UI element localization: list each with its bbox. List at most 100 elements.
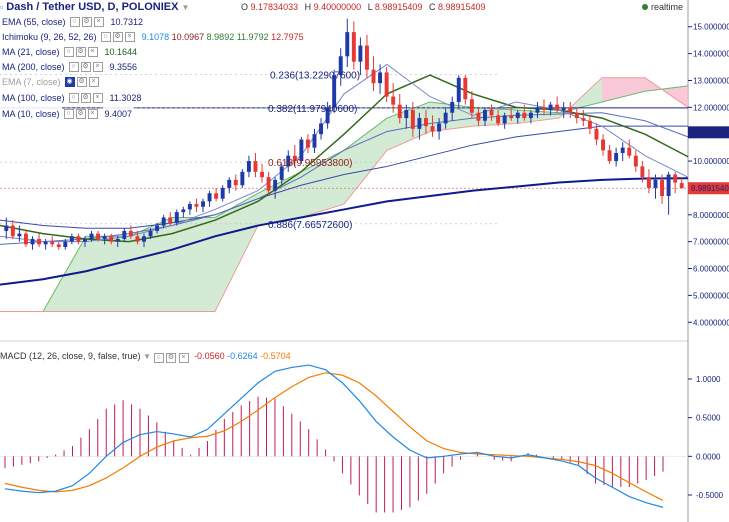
ichimoku-cloud-segment xyxy=(86,236,129,312)
candle-body xyxy=(430,126,435,132)
indicator-row-ma100[interactable]: MA (100, close) ○ ⚙ × 11.3028 xyxy=(0,91,144,105)
dropdown-icon[interactable]: ▼ xyxy=(143,352,151,361)
candle-body xyxy=(286,155,291,167)
candle-body xyxy=(607,150,612,162)
settings-icon[interactable]: ⚙ xyxy=(166,353,177,363)
candle-body xyxy=(4,225,9,231)
eye-icon[interactable]: ○ xyxy=(63,47,74,57)
indicator-row-ichimoku[interactable]: Ichimoku (9, 26, 52, 26) ○ ⚙ × 9.1078 10.0… xyxy=(0,30,306,44)
candle-body xyxy=(155,225,160,231)
eye-icon[interactable]: ○ xyxy=(63,109,74,119)
macd-legend[interactable]: MACD (12, 26, close, 9, false, true) ▼ ○… xyxy=(0,349,291,364)
indicator-row-ema7[interactable]: EMA (7, close) ◉ ⚙ × xyxy=(0,75,99,89)
price-tick-label: 15.0000000 xyxy=(693,23,729,32)
eye-icon[interactable]: ○ xyxy=(100,32,111,42)
eye-off-icon[interactable]: ◉ xyxy=(64,77,75,87)
price-tick-label: 12.0000000 xyxy=(693,103,729,112)
candle-body xyxy=(627,147,632,156)
indicator-name: MA (200, close) xyxy=(0,60,67,74)
settings-icon[interactable]: ⚙ xyxy=(81,17,92,27)
candle-body xyxy=(476,112,481,121)
candle-body xyxy=(450,101,455,113)
candle-body xyxy=(83,238,87,242)
ichimoku-cloud-segment xyxy=(172,217,215,312)
indicator-row-ema55[interactable]: EMA (55, close) ○ ⚙ × 10.7312 xyxy=(0,15,146,29)
eye-icon[interactable]: ○ xyxy=(153,353,164,363)
close-icon[interactable]: × xyxy=(92,62,103,72)
candle-body xyxy=(633,155,638,167)
ichimoku-cloud-segment xyxy=(602,77,645,102)
candle-body xyxy=(273,179,278,191)
close-icon[interactable]: × xyxy=(93,17,104,27)
candle-body xyxy=(568,107,573,113)
settings-icon[interactable]: ⚙ xyxy=(112,32,123,42)
dropdown-icon[interactable]: ▼ xyxy=(181,3,190,12)
ma21-line xyxy=(0,74,689,243)
eye-icon[interactable]: ○ xyxy=(68,93,79,103)
settings-icon[interactable]: ⚙ xyxy=(76,77,87,87)
candle-body xyxy=(391,96,396,105)
candle-body xyxy=(201,201,205,207)
candle-body xyxy=(220,187,225,199)
settings-icon[interactable]: ⚙ xyxy=(80,93,91,103)
price-tag-current xyxy=(688,182,729,195)
candle-body xyxy=(338,56,343,76)
settings-icon[interactable]: ⚙ xyxy=(75,109,86,119)
macd-signal-value: -0.5704 xyxy=(260,351,291,361)
eye-icon[interactable]: ○ xyxy=(68,62,79,72)
macd-tick-label: 0.0000 xyxy=(696,452,721,461)
low-value: 8.98915409 xyxy=(374,2,423,12)
realtime-indicator[interactable]: realtime xyxy=(641,2,683,12)
candle-body xyxy=(397,104,402,119)
candle-body xyxy=(424,118,428,127)
candle-body xyxy=(305,139,310,148)
collapse-icon[interactable]: ▫ xyxy=(0,2,4,12)
candle-body xyxy=(548,104,553,111)
candle-body xyxy=(581,118,586,121)
close-icon[interactable]: × xyxy=(87,47,98,57)
candle-body xyxy=(404,110,409,119)
settings-icon[interactable]: ⚙ xyxy=(75,47,86,57)
candle-body xyxy=(502,115,507,124)
ma200-line xyxy=(0,177,689,286)
price-tick-label: 5.0000000 xyxy=(693,291,729,300)
open-value: 9.17834033 xyxy=(250,2,299,12)
settings-icon[interactable]: ⚙ xyxy=(80,62,91,72)
candle-body xyxy=(483,110,487,121)
candle-body xyxy=(187,204,192,210)
eye-icon[interactable]: ○ xyxy=(69,17,80,27)
candle-body xyxy=(76,236,81,242)
candle-body xyxy=(23,233,28,245)
candle-body xyxy=(135,236,140,242)
price-tag-blue xyxy=(688,126,729,139)
price-tag-current-label: 8.9891540 xyxy=(691,184,729,193)
close-icon[interactable]: × xyxy=(124,32,135,42)
candle-body xyxy=(463,77,468,100)
macd-histogram-value: -0.0560 xyxy=(194,351,225,361)
indicator-row-ma10[interactable]: MA (10, close) ○ ⚙ × 9.4007 xyxy=(0,107,135,121)
candle-body xyxy=(601,139,605,151)
close-icon[interactable]: × xyxy=(178,353,189,363)
candle-body xyxy=(43,241,48,245)
close-icon[interactable]: × xyxy=(87,109,98,119)
indicator-name: EMA (7, close) xyxy=(0,75,63,89)
candle-body xyxy=(443,112,448,124)
indicator-row-ma200[interactable]: MA (200, close) ○ ⚙ × 9.3556 xyxy=(0,60,140,74)
candle-body xyxy=(358,45,363,62)
price-tag-blue-label: 11.069912 xyxy=(691,128,729,137)
candle-body xyxy=(312,134,317,148)
candle-body xyxy=(161,217,166,226)
indicator-name: MA (100, close) xyxy=(0,91,67,105)
price-tick-label: 13.0000000 xyxy=(693,76,729,85)
candle-body xyxy=(555,104,560,111)
indicator-row-ma21[interactable]: MA (21, close) ○ ⚙ × 10.1644 xyxy=(0,45,140,59)
low-key: L xyxy=(367,2,373,12)
close-icon[interactable]: × xyxy=(92,93,103,103)
close-icon[interactable]: × xyxy=(88,77,99,87)
macd-line-value: -0.6264 xyxy=(227,351,258,361)
indicator-value: 10.1644 xyxy=(102,45,140,59)
candle-body xyxy=(17,233,22,237)
candle-body xyxy=(542,107,546,111)
realtime-label: realtime xyxy=(650,2,683,12)
